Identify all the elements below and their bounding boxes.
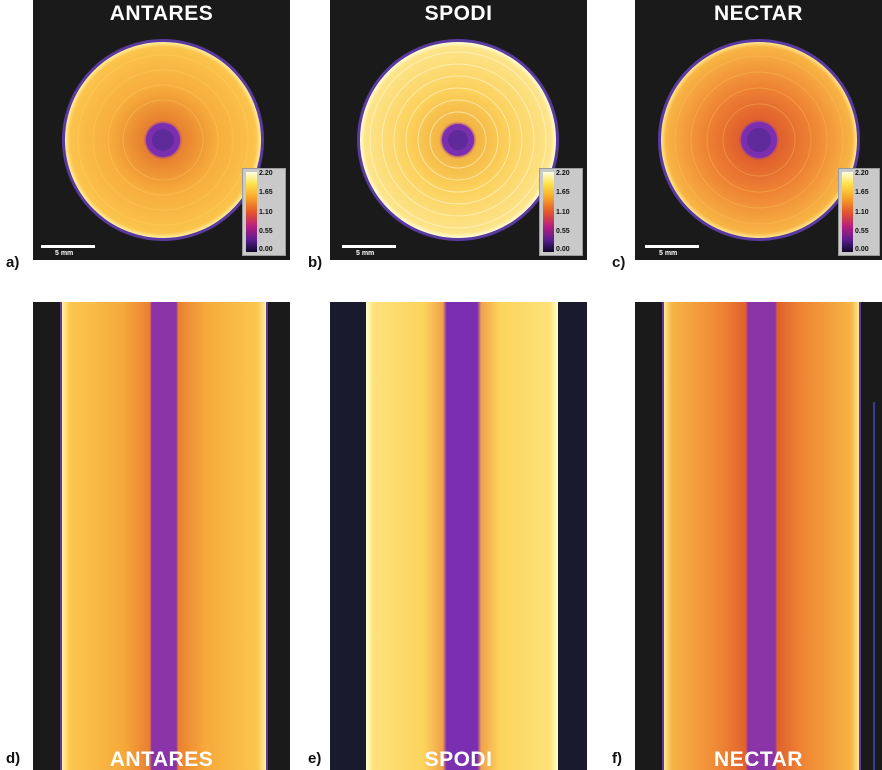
panel-b-spodi-cross-section: SPODI 5 mm 2.20 1.65 1.10 0.55 0.00 bbox=[330, 0, 587, 260]
colorbar-tick: 2.20 bbox=[855, 170, 869, 177]
colorbar-tick: 1.10 bbox=[556, 209, 570, 216]
panel-f-title: NECTAR bbox=[714, 748, 803, 770]
nectar-longitudinal-image bbox=[662, 302, 875, 770]
colorbar: 2.20 1.65 1.10 0.55 0.00 bbox=[539, 168, 583, 256]
panel-b-title: SPODI bbox=[424, 2, 493, 25]
colorbar-tick: 0.00 bbox=[855, 246, 869, 253]
nectar-disk-image bbox=[658, 39, 860, 241]
panel-a-title: ANTARES bbox=[109, 2, 214, 25]
panel-f-letter: f) bbox=[612, 750, 622, 767]
colorbar-tick: 0.55 bbox=[259, 228, 273, 235]
colorbar-gradient bbox=[842, 172, 853, 252]
panel-e-title: SPODI bbox=[424, 748, 493, 770]
scale-bar-label: 5 mm bbox=[659, 250, 678, 257]
colorbar-tick: 0.55 bbox=[556, 228, 570, 235]
scale-bar-label: 5 mm bbox=[356, 250, 375, 257]
panel-a-antares-cross-section: ANTARES 5 mm 2.20 1.65 1.10 0.55 0.00 bbox=[33, 0, 290, 260]
panel-e-spodi-longitudinal: SPODI bbox=[330, 302, 587, 770]
colorbar-tick: 2.20 bbox=[259, 170, 273, 177]
scale-bar-label: 5 mm bbox=[55, 250, 74, 257]
colorbar-tick: 0.55 bbox=[855, 228, 869, 235]
scale-bar bbox=[41, 245, 95, 248]
colorbar: 2.20 1.65 1.10 0.55 0.00 bbox=[838, 168, 880, 256]
spodi-longitudinal-image bbox=[330, 302, 587, 770]
panel-e-letter: e) bbox=[308, 750, 322, 767]
panel-f-nectar-longitudinal: NECTAR bbox=[635, 302, 882, 770]
colorbar-tick: 1.65 bbox=[855, 189, 869, 196]
antares-disk-image bbox=[62, 39, 264, 241]
colorbar-tick: 1.65 bbox=[556, 189, 570, 196]
colorbar-gradient bbox=[543, 172, 554, 252]
scale-bar bbox=[342, 245, 396, 248]
colorbar-tick: 0.00 bbox=[556, 246, 570, 253]
panel-d-title: ANTARES bbox=[109, 748, 214, 770]
colorbar: 2.20 1.65 1.10 0.55 0.00 bbox=[242, 168, 286, 256]
panel-c-letter: c) bbox=[612, 254, 626, 271]
antares-longitudinal-image bbox=[60, 302, 268, 770]
colorbar-tick: 1.65 bbox=[259, 189, 273, 196]
colorbar-tick: 2.20 bbox=[556, 170, 570, 177]
spodi-disk-image bbox=[357, 39, 559, 241]
colorbar-tick: 1.10 bbox=[855, 209, 869, 216]
panel-b-letter: b) bbox=[308, 254, 323, 271]
panel-c-nectar-cross-section: NECTAR 5 mm 2.20 1.65 1.10 0.55 0.00 bbox=[635, 0, 882, 260]
colorbar-tick: 1.10 bbox=[259, 209, 273, 216]
colorbar-gradient bbox=[246, 172, 257, 252]
scale-bar bbox=[645, 245, 699, 248]
panel-c-title: NECTAR bbox=[714, 2, 803, 25]
panel-d-antares-longitudinal: ANTARES bbox=[33, 302, 290, 770]
panel-a-letter: a) bbox=[6, 254, 20, 271]
colorbar-tick: 0.00 bbox=[259, 246, 273, 253]
panel-d-letter: d) bbox=[6, 750, 21, 767]
